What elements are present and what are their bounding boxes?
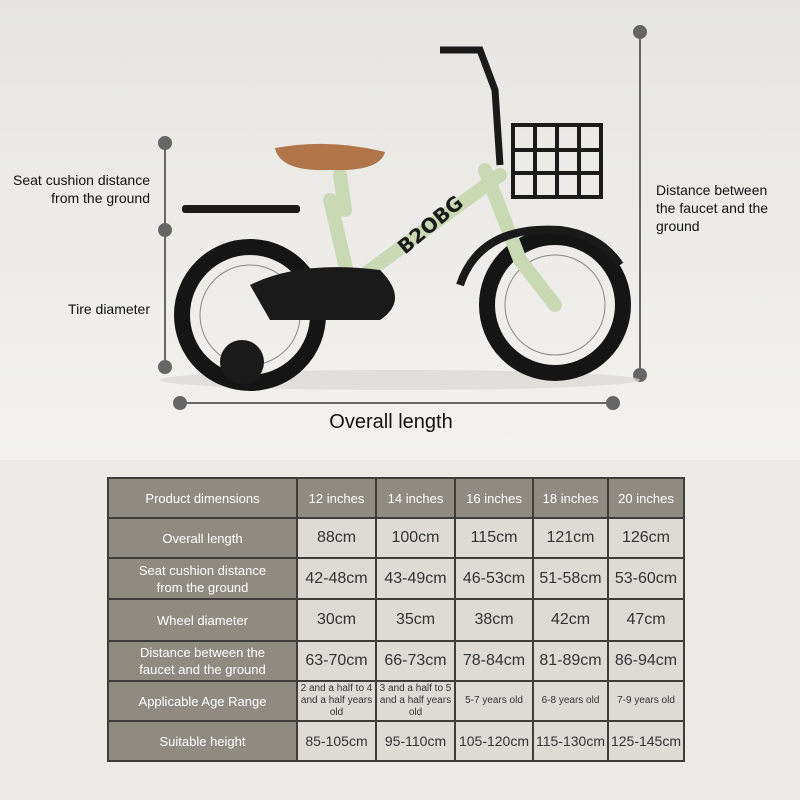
table-cell: 85-105cm (296, 720, 377, 762)
table-cell: 125-145cm (607, 720, 685, 762)
handlebar (440, 46, 504, 166)
row-label: Distance between the faucet and the grou… (107, 640, 298, 682)
row-label: Overall length (107, 517, 298, 559)
table-cell: 42-48cm (296, 557, 377, 600)
seat-height-label: Seat cushion distance from the ground (13, 172, 150, 206)
table-row: Wheel diameter 30cm 35cm 38cm 42cm 47cm (107, 598, 685, 642)
table-cell: 105-120cm (454, 720, 534, 762)
row-label: Wheel diameter (107, 598, 298, 642)
table-cell: 66-73cm (375, 640, 456, 682)
table-cell: 115-130cm (532, 720, 609, 762)
table-cell: 100cm (375, 517, 456, 559)
table-cell: 95-110cm (375, 720, 456, 762)
table-row: Applicable Age Range 2 and a half to 4 a… (107, 680, 685, 722)
table-cell: 2 and a half to 4 and a half years old (296, 680, 377, 722)
table-cell: 53-60cm (607, 557, 685, 600)
table-cell: 47cm (607, 598, 685, 642)
seat (275, 143, 385, 171)
table-header-row: Product dimensions 12 inches 14 inches 1… (107, 477, 685, 519)
header-cell: Product dimensions (107, 477, 298, 519)
table-cell: 126cm (607, 517, 685, 559)
table-cell: 38cm (454, 598, 534, 642)
bike-illustration: B2OBG (158, 25, 647, 410)
table-row: Suitable height 85-105cm 95-110cm 105-12… (107, 720, 685, 762)
header-cell: 18 inches (532, 477, 609, 519)
table-cell: 86-94cm (607, 640, 685, 682)
table-cell: 51-58cm (532, 557, 609, 600)
table-row: Overall length 88cm 100cm 115cm 121cm 12… (107, 517, 685, 559)
basket (511, 123, 603, 199)
rear-rack (182, 205, 300, 213)
header-cell: 12 inches (296, 477, 377, 519)
size-table: Product dimensions 12 inches 14 inches 1… (107, 477, 685, 762)
table-cell: 5-7 years old (454, 680, 534, 722)
row-label: Suitable height (107, 720, 298, 762)
front-fender (456, 225, 624, 287)
table-cell: 121cm (532, 517, 609, 559)
table-cell: 115cm (454, 517, 534, 559)
table-cell: 3 and a half to 5 and a half years old (375, 680, 456, 722)
row-label: Applicable Age Range (107, 680, 298, 722)
overall-length-label: Overall length (329, 411, 453, 433)
row-label: Seat cushion distance from the ground (107, 557, 298, 600)
table-cell: 88cm (296, 517, 377, 559)
table-cell: 6-8 years old (532, 680, 609, 722)
table-cell: 30cm (296, 598, 377, 642)
header-cell: 20 inches (607, 477, 685, 519)
table-cell: 63-70cm (296, 640, 377, 682)
dimension-lines (158, 25, 647, 410)
faucet-height-label: Distance between the faucet and the grou… (656, 182, 769, 234)
header-cell: 14 inches (375, 477, 456, 519)
table-cell: 7-9 years old (607, 680, 685, 722)
training-wheel (220, 340, 264, 384)
table-row: Distance between the faucet and the grou… (107, 640, 685, 682)
table-row: Seat cushion distance from the ground 42… (107, 557, 685, 600)
header-cell: 16 inches (454, 477, 534, 519)
brand-logo: B2OBG (393, 190, 468, 258)
table-cell: 42cm (532, 598, 609, 642)
tire-diameter-label: Tire diameter (68, 301, 150, 317)
table-cell: 35cm (375, 598, 456, 642)
table-cell: 43-49cm (375, 557, 456, 600)
chain-guard (250, 267, 395, 320)
table-cell: 78-84cm (454, 640, 534, 682)
table-cell: 46-53cm (454, 557, 534, 600)
table-cell: 81-89cm (532, 640, 609, 682)
